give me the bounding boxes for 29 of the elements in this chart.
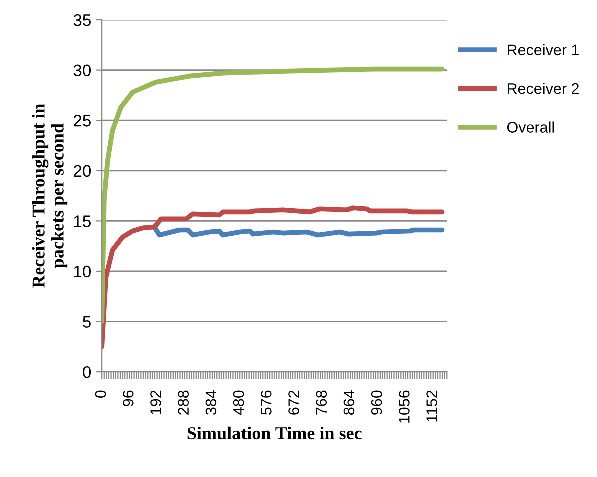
line-series [102, 66, 445, 324]
y-tick-label: 35 [74, 14, 91, 26]
y-tick-label: 5 [83, 316, 91, 328]
line-series [152, 224, 445, 238]
legend-label: Overall [507, 122, 554, 133]
x-tick-label: 864 [344, 390, 355, 415]
y-tick-label: 10 [74, 266, 92, 278]
x-tick-label: 0 [95, 390, 106, 398]
y-tick-label: 25 [74, 115, 91, 127]
y-tick-label: 15 [74, 216, 91, 228]
y-axis-title: Receiver Throughput in packets per second [32, 104, 68, 288]
y-tick-label: 30 [74, 64, 92, 77]
y-tick-label: 20 [74, 165, 92, 178]
x-tick-label: 960 [371, 390, 382, 415]
legend-label: Receiver 1 [508, 44, 580, 56]
x-tick-label: 672 [288, 390, 300, 415]
x-tick-label: 768 [316, 390, 328, 415]
x-tick-label: 96 [122, 390, 134, 406]
x-tick-label: 480 [233, 390, 244, 416]
x-axis-title: Simulation Time in sec [188, 426, 362, 440]
x-tick-label: 576 [261, 390, 272, 415]
x-tick-label: 1056 [399, 390, 410, 423]
y-tick-label: 0 [83, 366, 92, 378]
line-series [102, 206, 445, 350]
x-tick-label: 1152 [426, 390, 438, 422]
legend-label: Receiver 2 [508, 83, 579, 94]
x-tick-label: 384 [206, 390, 217, 416]
x-tick-label: 192 [150, 390, 162, 414]
x-tick-label: 288 [178, 390, 190, 415]
